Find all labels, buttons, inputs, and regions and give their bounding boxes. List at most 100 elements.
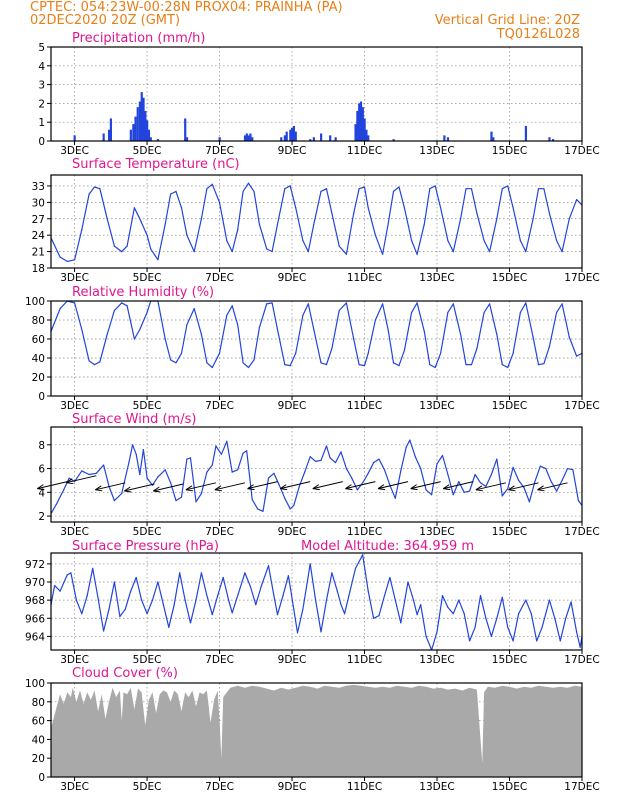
wind-point-86: [512, 466, 514, 468]
pressure-point-28: [200, 572, 202, 574]
pressure-point-86: [512, 640, 514, 642]
temp-xtick-label-0: 3DEC: [60, 272, 89, 284]
rh-point-30: [242, 362, 244, 364]
precip-bar-48: [492, 137, 495, 141]
rh-point-17: [164, 338, 166, 340]
rh-point-1: [59, 308, 61, 310]
rh-point-84: [568, 336, 570, 338]
pressure-xtick-label-1: 5DEC: [133, 654, 162, 666]
rh-point-32: [253, 359, 255, 361]
precip-bar-50: [548, 137, 551, 141]
wind-xtick-label-1: 5DEC: [133, 526, 162, 538]
wind-point-14: [135, 453, 137, 455]
rh-point-9: [113, 309, 115, 312]
temp-point-57: [403, 207, 405, 209]
temp-xtick-label-6: 15DEC: [492, 272, 527, 284]
cloud-ytick-label-1: 20: [32, 753, 45, 765]
rh-point-23: [200, 333, 202, 335]
pressure-point-35: [237, 595, 239, 597]
rh-point-29: [237, 324, 239, 326]
wind-point-31: [220, 453, 222, 455]
pressure-annotation: Model Altitude: 364.959 m: [301, 539, 474, 554]
wind-point-41: [273, 472, 275, 474]
wind-point-65: [400, 470, 402, 472]
pressure-point-23: [173, 604, 175, 606]
precip-bar-13: [147, 129, 151, 141]
rh-line: [50, 300, 583, 369]
wind-frame: [50, 426, 583, 523]
temp-point-22: [193, 251, 195, 253]
precip-xtick-label-6: 15DEC: [492, 145, 527, 157]
pressure-xtick-label-5: 13DEC: [419, 654, 454, 666]
pressure-point-98: [579, 646, 581, 648]
pressure-point-47: [302, 608, 304, 610]
wind-point-82: [490, 473, 492, 476]
wind-arrowhead-1: [66, 478, 74, 485]
temp-point-46: [338, 245, 340, 247]
temp-point-75: [512, 207, 514, 209]
temp-point-56: [398, 186, 400, 188]
pressure-point-62: [383, 595, 386, 597]
precip-bar-27: [289, 129, 292, 141]
cloud-xtick-label-7: 17DEC: [564, 781, 599, 793]
pressure-point-72: [436, 631, 438, 633]
cloud-title: Cloud Cover (%): [72, 666, 178, 681]
pressure-point-77: [463, 613, 465, 615]
temp-xtick-label-5: 13DEC: [419, 272, 454, 284]
wind-point-42: [278, 484, 280, 486]
pressure-point-40: [267, 565, 270, 567]
rh-point-67: [465, 364, 467, 366]
temp-point-31: [247, 182, 250, 184]
rh-point-59: [416, 302, 418, 304]
pressure-point-96: [570, 601, 572, 603]
precip-xtick-label-1: 5DEC: [133, 145, 162, 157]
rh-point-7: [99, 361, 101, 363]
wind-point-2: [63, 489, 65, 491]
rh-point-41: [307, 303, 309, 305]
rh-point-14: [146, 311, 148, 313]
pressure-point-81: [485, 617, 487, 619]
rh-point-61: [429, 364, 431, 366]
rh-point-56: [398, 365, 400, 367]
temp-title: Surface Temperature (nC): [72, 157, 240, 172]
wind-point-12: [128, 462, 130, 464]
temp-point-70: [483, 240, 485, 242]
temp-point-33: [258, 223, 260, 225]
pressure-point-36: [244, 572, 246, 574]
precip-bar-33: [320, 133, 323, 141]
temp-point-13: [139, 218, 141, 220]
wind-point-97: [572, 469, 574, 471]
precip-bar-11: [144, 110, 147, 141]
temp-point-37: [284, 188, 286, 190]
rh-title: Relative Humidity (%): [72, 285, 214, 300]
pressure-point-87: [518, 613, 520, 615]
rh-xtick-label-5: 13DEC: [419, 400, 454, 412]
pressure-point-1: [54, 585, 56, 587]
rh-point-62: [434, 366, 436, 369]
cloud-xtick-label-0: 3DEC: [60, 781, 89, 793]
wind-arrow-5: [185, 482, 217, 491]
temp-point-51: [367, 207, 369, 209]
rh-ytick-label-0: 0: [38, 391, 45, 403]
rh-point-51: [367, 352, 369, 354]
pressure-point-16: [135, 576, 137, 579]
wind-arrow-3: [124, 483, 155, 492]
wind-arrowhead-13: [442, 484, 451, 491]
pressure-point-5: [75, 599, 77, 601]
wind-point-50: [320, 459, 322, 461]
wind-point-94: [556, 490, 558, 492]
wind-point-58: [362, 482, 364, 484]
precip-bar-2: [107, 129, 111, 141]
temp-point-48: [353, 212, 355, 214]
rh-point-43: [320, 362, 322, 364]
wind-point-37: [251, 498, 253, 500]
temp-point-41: [307, 251, 309, 253]
pressure-point-9: [97, 597, 99, 599]
wind-ytick-label-3: 8: [38, 440, 45, 452]
wind-point-40: [267, 477, 270, 479]
temp-panel: 18 21 24 27 30 33 3DEC 5DEC 7DEC 9DEC 11DEC 13DEC 15…: [32, 157, 600, 284]
temp-point-68: [470, 188, 473, 190]
temp-point-61: [429, 188, 431, 190]
precip-xtick-label-7: 17DEC: [564, 145, 599, 157]
pressure-ytick-label-4: 972: [25, 559, 45, 571]
